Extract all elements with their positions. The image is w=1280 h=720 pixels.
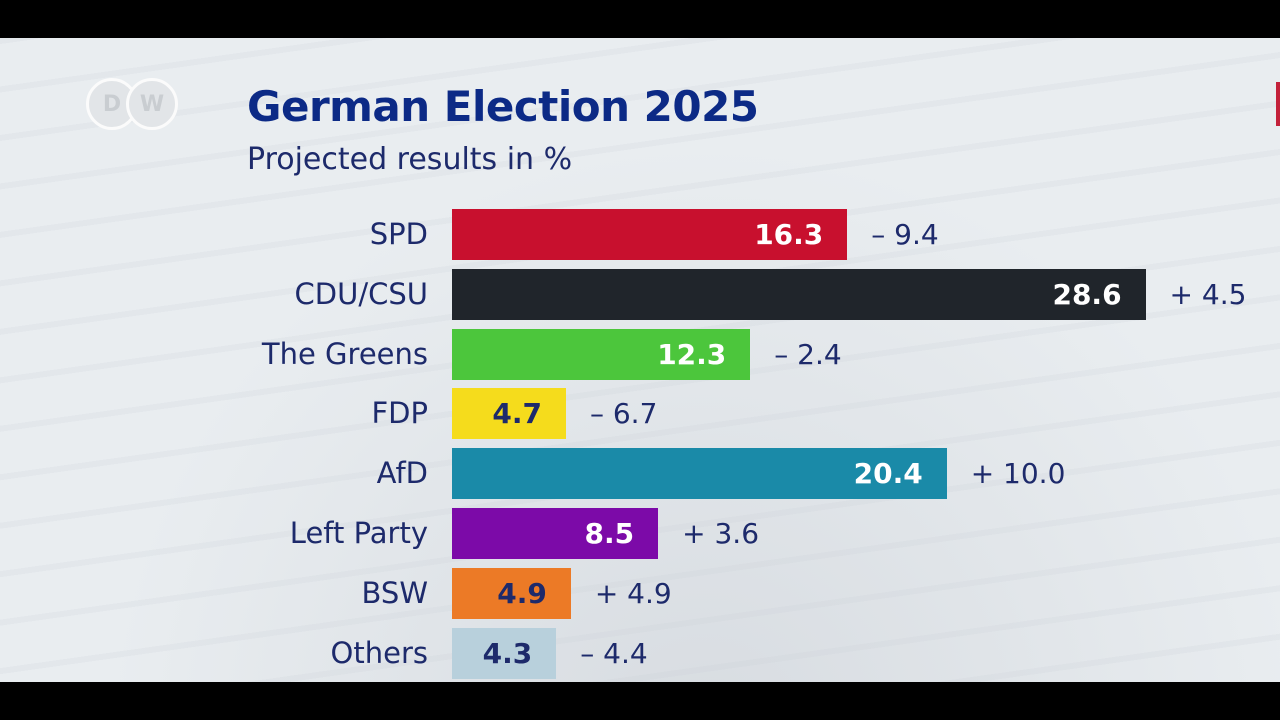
bar-spd [452, 209, 848, 260]
change-label: – 2.4 [774, 337, 842, 371]
bar-left-party [452, 508, 659, 559]
category-label: AfD [376, 456, 428, 491]
category-label: CDU/CSU [294, 276, 428, 311]
data-label: 16.3 [754, 218, 824, 251]
data-label: 28.6 [1052, 277, 1122, 311]
category-label: BSW [361, 575, 428, 610]
chart-canvas: D W German Election 2025 Projected resul… [0, 38, 1280, 682]
bar-fdp [452, 388, 566, 440]
change-label: – 4.4 [580, 636, 648, 670]
data-label: 4.3 [482, 636, 533, 670]
bar-bsw [452, 567, 571, 619]
change-label: + 4.9 [594, 576, 672, 610]
chart-title: German Election 2025 [247, 82, 759, 131]
change-label: + 4.5 [1169, 277, 1247, 311]
change-label: – 6.7 [589, 397, 658, 431]
data-label: 4.9 [497, 576, 547, 610]
bar-the-greens [452, 328, 751, 380]
category-label: Others [330, 635, 428, 670]
change-label: + 3.6 [682, 517, 760, 550]
bar-afd [452, 448, 947, 500]
chart-subtitle: Projected results in % [247, 142, 573, 177]
change-label: – 9.4 [871, 218, 939, 251]
data-label: 20.4 [853, 457, 923, 491]
dw-logo: D W [86, 78, 180, 132]
bar-others [452, 627, 557, 679]
logo-w: W [126, 78, 178, 130]
data-label: 8.5 [584, 517, 635, 550]
category-label: SPD [369, 217, 428, 251]
category-label: The Greens [261, 336, 428, 371]
category-label: FDP [371, 396, 429, 431]
data-label: 4.7 [492, 397, 542, 431]
data-label: 12.3 [657, 337, 727, 371]
change-label: + 10.0 [970, 457, 1066, 491]
red-marker [1276, 82, 1280, 126]
category-label: Left Party [289, 516, 428, 550]
bar-cdu-csu [452, 268, 1146, 320]
